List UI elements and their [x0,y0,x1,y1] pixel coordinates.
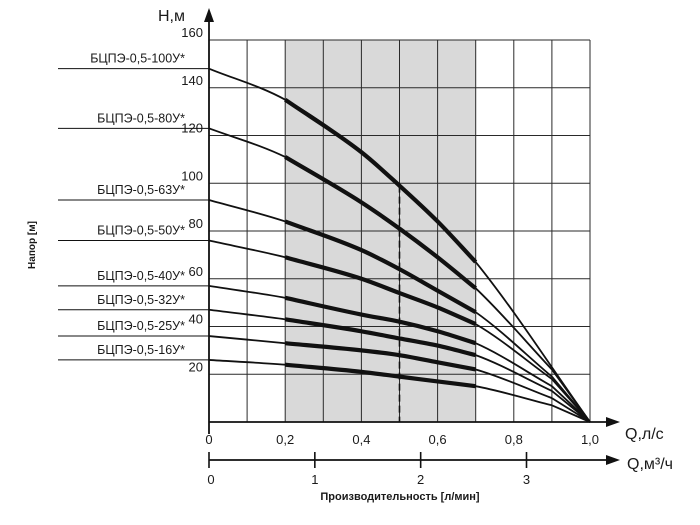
x-tick-label: 0,4 [352,432,370,447]
series-group [208,67,591,423]
series-working-segment [284,255,477,327]
series-label: БЦПЭ-0,5-40У* [97,269,185,283]
series-tail [551,390,591,423]
series-label: БЦПЭ-0,5-32У* [97,293,185,307]
y-axis-title: Напор [м] [27,221,38,269]
y-tick-label: 60 [189,264,203,279]
series-group [208,308,591,423]
series-label: БЦПЭ-0,5-16У* [97,343,185,357]
x-axis-title: Производительность [л/мин] [320,491,480,503]
series-label: БЦПЭ-0,5-25У* [97,319,185,333]
series-working-segment [285,362,476,389]
y-tick-label: 100 [181,168,203,183]
y-tick-label: 80 [189,216,203,231]
y-axis-arrow [204,8,214,22]
y-tick-label: 20 [189,359,203,374]
series-labels: БЦПЭ-0,5-100У* БЦПЭ-0,5-80У* БЦПЭ-0,5-63У*… [58,52,209,361]
x-tick-label: 0,6 [429,432,447,447]
series-group [208,359,591,423]
x-tick-label: 0 [205,432,212,447]
series-working-segment [284,295,477,346]
series-curves [208,67,591,423]
series-label: БЦПЭ-0,5-50У* [97,224,185,238]
x-tick-label: 1,0 [581,432,599,447]
x2-tick-label: 2 [417,472,424,487]
x-tick-label: 0,2 [276,432,294,447]
series-working-segment [284,155,478,290]
y-unit-label: H,м [158,8,185,25]
x2-axis-arrow [606,455,620,465]
x2-unit-label: Q,м³/ч [627,456,673,473]
x-tick-label: 0,8 [505,432,523,447]
x2-tick-label: 0 [207,472,214,487]
series-working-segment [284,97,478,264]
series-working-segment [284,219,477,315]
series-label: БЦПЭ-0,5-63У* [97,183,185,197]
x2-tick-label: 3 [523,472,530,487]
series-group [208,335,591,423]
x-axis-arrow [606,417,620,427]
axes [204,8,620,468]
series-label: БЦПЭ-0,5-80У* [97,111,185,125]
series-working-segment [285,341,477,372]
series-tail [551,397,591,423]
x2-tick-label: 1 [311,472,318,487]
x-unit-label: Q,л/с [625,426,664,443]
y-tick-label: 140 [181,73,203,88]
y-tick-label: 160 [181,25,203,40]
series-tail [551,404,591,423]
series-working-segment [284,317,477,358]
y-tick-label: 40 [189,312,203,327]
series-label: БЦПЭ-0,5-100У* [90,52,185,66]
